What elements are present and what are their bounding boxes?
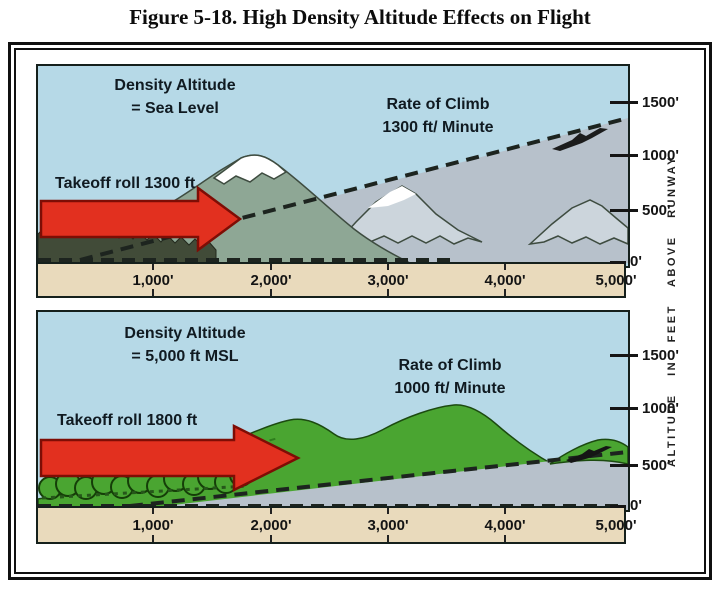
y-tick-mark xyxy=(610,261,626,264)
x-tick-label: 5,000' xyxy=(595,516,637,534)
panel-sea-level: Density Altitude = Sea Level Rate of Cli… xyxy=(36,64,630,268)
terrain-art-5000-msl xyxy=(38,404,628,510)
panel-5000-msl: Density Altitude = 5,000 ft MSL Rate of … xyxy=(36,310,630,512)
x-tick-label: 1,000' xyxy=(132,516,174,534)
climb-wedge xyxy=(130,452,628,510)
snow-cap xyxy=(212,154,288,185)
x-tick-mark xyxy=(387,535,389,542)
x-tick-label: 3,000' xyxy=(367,271,409,289)
y-tick-mark xyxy=(610,505,626,508)
x-tick-mark xyxy=(387,264,389,270)
x-tick-mark xyxy=(504,289,506,296)
y-tick-label: 0' xyxy=(630,497,642,514)
x-tick-mark xyxy=(152,508,154,514)
y-tick-label: 500' xyxy=(642,457,671,474)
x-tick-mark xyxy=(270,535,272,542)
x-tick-label: 5,000' xyxy=(595,271,637,289)
density-altitude-label: Density Altitude = Sea Level xyxy=(114,77,236,117)
x-tick-mark xyxy=(152,264,154,270)
x-tick-label: 1,000' xyxy=(132,271,174,289)
x-tick-label: 2,000' xyxy=(250,271,292,289)
x-tick-mark xyxy=(504,535,506,542)
takeoff-arrow xyxy=(39,423,301,493)
x-tick-mark xyxy=(270,264,272,270)
x-tick-label: 4,000' xyxy=(484,516,526,534)
outer-frame: Density Altitude = Sea Level Rate of Cli… xyxy=(8,42,712,580)
y-tick-mark xyxy=(610,354,638,357)
x-axis-5000-msl: 1,000' 2,000' 3,000' 4,000' 5,000' xyxy=(36,506,637,544)
bush-base xyxy=(41,484,249,500)
rate-of-climb-label: Rate of Climb 1300 ft/ Minute xyxy=(382,96,494,136)
mountain-outline-2 xyxy=(527,199,628,246)
y-tick-mark xyxy=(610,101,638,104)
x-axis-sea-level: 1,000' 2,000' 3,000' 4,000' 5,000' xyxy=(36,262,637,298)
y-tick-label: 1500' xyxy=(642,94,679,111)
x-tick-mark xyxy=(270,508,272,514)
y-tick-label: 1500' xyxy=(642,347,679,364)
y-tick-label: 500' xyxy=(642,202,671,219)
y-tick-label: 1000' xyxy=(642,400,679,417)
y-tick-mark xyxy=(610,154,638,157)
x-tick-label: 3,000' xyxy=(367,516,409,534)
x-tick-label: 2,000' xyxy=(250,516,292,534)
y-tick-mark xyxy=(610,464,638,467)
x-tick-mark xyxy=(152,535,154,542)
x-tick-mark xyxy=(387,289,389,296)
takeoff-roll-label: Takeoff roll 1800 ft xyxy=(57,412,198,429)
y-tick-label: 0' xyxy=(630,253,642,270)
x-tick-mark xyxy=(270,289,272,296)
x-tick-mark xyxy=(504,264,506,270)
y-axis-title: ALTITUDE IN FEET ABOVE RUNWAY xyxy=(666,155,678,467)
airplane-icon xyxy=(552,128,608,151)
x-tick-mark xyxy=(387,508,389,514)
x-tick-label: 4,000' xyxy=(484,271,526,289)
y-tick-label: 1000' xyxy=(642,147,679,164)
x-tick-mark xyxy=(152,289,154,296)
airplane-icon xyxy=(566,446,612,463)
inner-frame: Density Altitude = Sea Level Rate of Cli… xyxy=(14,48,706,574)
y-tick-mark xyxy=(610,209,638,212)
mountain-snow-streak xyxy=(368,186,416,208)
figure-title: Figure 5-18. High Density Altitude Effec… xyxy=(129,5,591,29)
density-altitude-label: Density Altitude = 5,000 ft MSL xyxy=(124,325,246,365)
takeoff-arrow xyxy=(39,185,243,253)
takeoff-roll-label: Takeoff roll 1300 ft xyxy=(55,175,196,192)
rate-of-climb-label: Rate of Climb 1000 ft/ Minute xyxy=(394,357,506,397)
y-tick-mark xyxy=(610,407,638,410)
terrain-art-sea-level xyxy=(38,116,628,264)
x-tick-mark xyxy=(504,508,506,514)
